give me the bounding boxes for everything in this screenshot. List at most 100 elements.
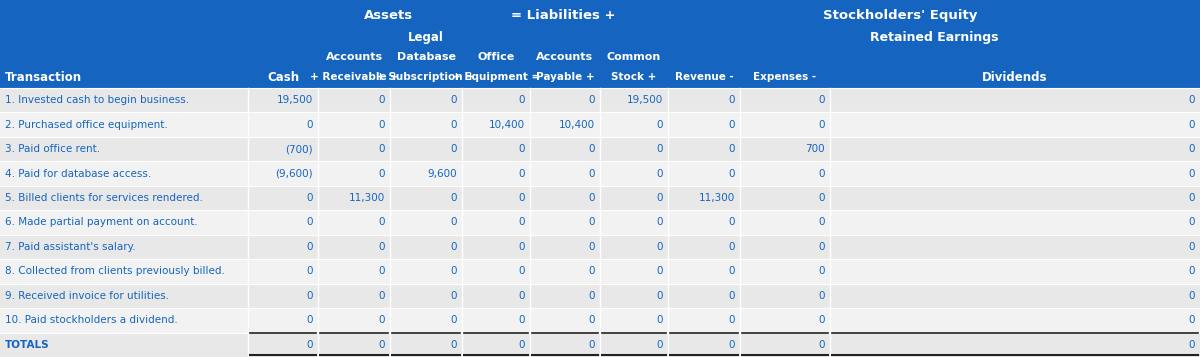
Text: 0: 0 bbox=[306, 291, 313, 301]
Text: Assets: Assets bbox=[365, 9, 414, 22]
Bar bbox=[0, 88, 1200, 112]
Text: 9. Received invoice for utilities.: 9. Received invoice for utilities. bbox=[5, 291, 169, 301]
Text: 5. Billed clients for services rendered.: 5. Billed clients for services rendered. bbox=[5, 193, 203, 203]
Text: Expenses -: Expenses - bbox=[754, 72, 816, 82]
Text: 9,600: 9,600 bbox=[427, 169, 457, 178]
Text: Cash: Cash bbox=[266, 71, 299, 84]
Text: 0: 0 bbox=[1188, 144, 1195, 154]
Text: 0: 0 bbox=[378, 217, 385, 227]
Text: 0: 0 bbox=[378, 340, 385, 350]
Text: 0: 0 bbox=[1188, 169, 1195, 178]
Text: 0: 0 bbox=[450, 144, 457, 154]
Text: 0: 0 bbox=[656, 266, 662, 276]
Text: 3. Paid office rent.: 3. Paid office rent. bbox=[5, 144, 100, 154]
Text: 0: 0 bbox=[588, 169, 595, 178]
Text: 10. Paid stockholders a dividend.: 10. Paid stockholders a dividend. bbox=[5, 315, 178, 325]
Text: 0: 0 bbox=[818, 242, 826, 252]
Text: 0: 0 bbox=[450, 217, 457, 227]
Text: 0: 0 bbox=[450, 315, 457, 325]
Bar bbox=[0, 332, 1200, 357]
Text: 0: 0 bbox=[588, 291, 595, 301]
Bar bbox=[0, 235, 1200, 259]
Text: 0: 0 bbox=[588, 315, 595, 325]
Text: 0: 0 bbox=[728, 242, 734, 252]
Bar bbox=[0, 161, 1200, 186]
Text: 0: 0 bbox=[378, 144, 385, 154]
Bar bbox=[0, 308, 1200, 332]
Text: 0: 0 bbox=[1188, 193, 1195, 203]
Text: 0: 0 bbox=[656, 217, 662, 227]
Text: 0: 0 bbox=[378, 120, 385, 130]
Text: 0: 0 bbox=[306, 193, 313, 203]
Text: 0: 0 bbox=[518, 291, 526, 301]
Text: 0: 0 bbox=[656, 120, 662, 130]
Text: 0: 0 bbox=[306, 266, 313, 276]
Text: 10,400: 10,400 bbox=[488, 120, 526, 130]
Text: 0: 0 bbox=[518, 95, 526, 105]
Text: 2. Purchased office equipment.: 2. Purchased office equipment. bbox=[5, 120, 168, 130]
Text: 0: 0 bbox=[306, 242, 313, 252]
Text: + Subscription +: + Subscription + bbox=[377, 72, 475, 82]
Text: 0: 0 bbox=[450, 266, 457, 276]
Text: 0: 0 bbox=[518, 144, 526, 154]
Text: 11,300: 11,300 bbox=[349, 193, 385, 203]
Text: 0: 0 bbox=[588, 242, 595, 252]
Text: 0: 0 bbox=[450, 242, 457, 252]
Text: 0: 0 bbox=[588, 95, 595, 105]
Text: 7. Paid assistant's salary.: 7. Paid assistant's salary. bbox=[5, 242, 136, 252]
Text: 0: 0 bbox=[378, 169, 385, 178]
Text: 0: 0 bbox=[1188, 217, 1195, 227]
Text: 0: 0 bbox=[306, 120, 313, 130]
Text: 0: 0 bbox=[818, 266, 826, 276]
Text: Office: Office bbox=[478, 52, 515, 62]
Text: 0: 0 bbox=[656, 193, 662, 203]
Text: 0: 0 bbox=[656, 242, 662, 252]
Text: 0: 0 bbox=[1188, 266, 1195, 276]
Text: 0: 0 bbox=[1188, 291, 1195, 301]
Text: Transaction: Transaction bbox=[5, 71, 82, 84]
Text: 0: 0 bbox=[588, 266, 595, 276]
Text: 0: 0 bbox=[306, 315, 313, 325]
Text: 0: 0 bbox=[728, 266, 734, 276]
Text: 0: 0 bbox=[656, 169, 662, 178]
Bar bbox=[0, 112, 1200, 137]
Text: + Equipment =: + Equipment = bbox=[452, 72, 540, 82]
Bar bbox=[0, 210, 1200, 235]
Text: 0: 0 bbox=[588, 144, 595, 154]
Text: Retained Earnings: Retained Earnings bbox=[870, 31, 998, 44]
Text: 0: 0 bbox=[588, 193, 595, 203]
Text: 0: 0 bbox=[656, 315, 662, 325]
Text: (700): (700) bbox=[286, 144, 313, 154]
Text: 11,300: 11,300 bbox=[698, 193, 734, 203]
Text: 0: 0 bbox=[588, 217, 595, 227]
Text: 0: 0 bbox=[450, 95, 457, 105]
Text: 0: 0 bbox=[378, 266, 385, 276]
Text: 0: 0 bbox=[518, 340, 526, 350]
Text: 0: 0 bbox=[450, 340, 457, 350]
Text: (9,600): (9,600) bbox=[275, 169, 313, 178]
Text: 0: 0 bbox=[818, 193, 826, 203]
Text: 0: 0 bbox=[728, 120, 734, 130]
Bar bbox=[0, 259, 1200, 283]
Text: 0: 0 bbox=[1188, 95, 1195, 105]
Text: 0: 0 bbox=[728, 95, 734, 105]
Text: 0: 0 bbox=[818, 291, 826, 301]
Text: 0: 0 bbox=[728, 144, 734, 154]
Text: 0: 0 bbox=[818, 95, 826, 105]
Bar bbox=[0, 186, 1200, 210]
Text: 0: 0 bbox=[1188, 120, 1195, 130]
Text: TOTALS: TOTALS bbox=[5, 340, 49, 350]
Text: 0: 0 bbox=[656, 291, 662, 301]
Text: Revenue -: Revenue - bbox=[674, 72, 733, 82]
Text: 6. Made partial payment on account.: 6. Made partial payment on account. bbox=[5, 217, 198, 227]
Text: 0: 0 bbox=[378, 95, 385, 105]
Text: 0: 0 bbox=[656, 144, 662, 154]
Text: Accounts: Accounts bbox=[536, 52, 594, 62]
Text: Stock +: Stock + bbox=[611, 72, 656, 82]
Text: + Receivable +: + Receivable + bbox=[310, 72, 398, 82]
Text: 0: 0 bbox=[378, 291, 385, 301]
Text: 0: 0 bbox=[728, 291, 734, 301]
Bar bbox=[0, 0, 1200, 88]
Text: 0: 0 bbox=[1188, 242, 1195, 252]
Text: Stockholders' Equity: Stockholders' Equity bbox=[823, 9, 977, 22]
